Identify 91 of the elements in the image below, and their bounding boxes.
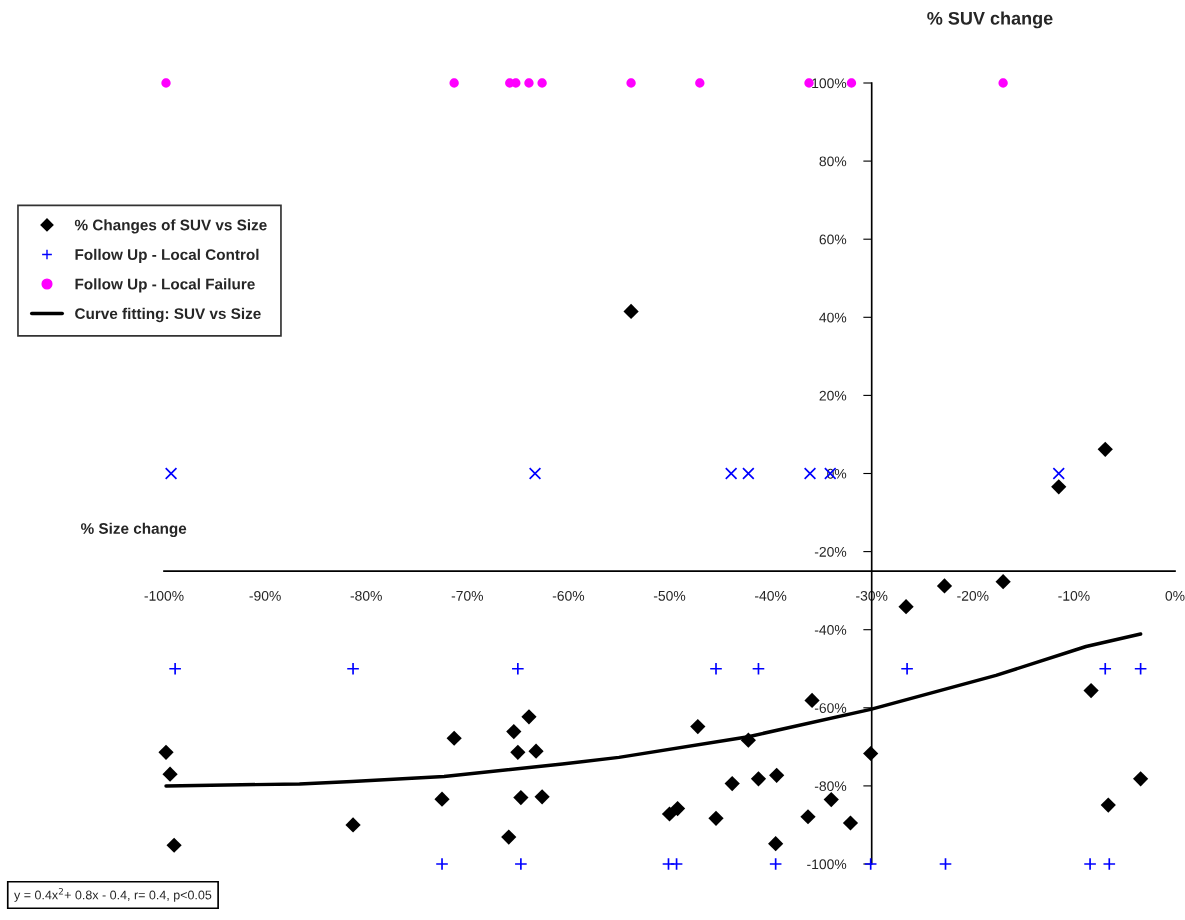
point (1133, 662, 1148, 676)
point (995, 574, 1011, 590)
point (446, 730, 462, 746)
point (510, 744, 526, 760)
point (161, 78, 171, 88)
point (623, 303, 639, 320)
x-tick-label: 0% (1165, 590, 1185, 601)
point (750, 771, 767, 787)
point (511, 78, 521, 88)
point (537, 78, 547, 88)
y-tick-label: -80% (814, 781, 847, 792)
y-tick-label: 80% (819, 156, 847, 167)
point (626, 78, 636, 88)
point (661, 806, 678, 822)
x-tick-label: -50% (653, 590, 686, 601)
y-tick-label: -20% (814, 546, 847, 557)
point (1052, 467, 1065, 480)
point (166, 837, 182, 853)
point (823, 791, 839, 808)
point (842, 815, 859, 831)
x-tick-label: -100% (144, 590, 184, 601)
point (938, 857, 953, 871)
y-tick-label: 20% (819, 390, 847, 401)
point (740, 732, 756, 748)
point (768, 836, 784, 852)
point (1100, 797, 1116, 813)
x-tick-label: -10% (1058, 590, 1090, 601)
y-tick-label: 60% (819, 234, 847, 245)
point (1097, 441, 1113, 457)
point (345, 817, 361, 833)
point (769, 857, 783, 871)
x-tick-label: -80% (350, 590, 382, 601)
point (168, 662, 182, 676)
x-tick-label: -90% (249, 590, 281, 601)
point (936, 578, 953, 594)
point (800, 809, 816, 825)
x-tick-label: -40% (755, 590, 787, 601)
point (898, 599, 914, 615)
point (1098, 662, 1112, 676)
point (695, 78, 705, 88)
point (521, 709, 537, 725)
x-tick-label: -70% (451, 590, 484, 601)
y-tick-label: -60% (814, 703, 847, 713)
point (501, 829, 517, 845)
point (709, 662, 723, 676)
point (724, 467, 738, 480)
point (511, 662, 525, 676)
point (164, 467, 178, 480)
point (1133, 771, 1149, 787)
point (1051, 479, 1067, 495)
point (1083, 857, 1097, 871)
point (158, 744, 174, 760)
point (708, 810, 724, 826)
y-tick-label: 40% (819, 312, 847, 323)
point (1102, 857, 1116, 871)
legend-label: Follow Up - Local Control (75, 248, 259, 264)
point (435, 857, 449, 871)
point (998, 78, 1008, 88)
point (724, 775, 740, 792)
point (900, 662, 914, 676)
y-tick-label: -100% (807, 859, 847, 870)
point (514, 857, 528, 871)
point (528, 743, 544, 759)
x-tick-label: -60% (552, 590, 585, 601)
point (669, 800, 686, 817)
point (1083, 683, 1099, 699)
point (434, 791, 450, 807)
point (524, 78, 534, 88)
point (769, 767, 785, 783)
x-tick-label: -20% (957, 590, 989, 601)
point (751, 662, 766, 676)
point (742, 467, 755, 480)
point (346, 662, 360, 676)
x-axis-title: % Size change (80, 522, 187, 538)
text: y = 0.4x$^{2}$+ 0.8x - 0.4, r= 0.4, p<0.05 (14, 888, 212, 902)
point (690, 718, 706, 735)
point (162, 766, 178, 782)
point (513, 790, 529, 806)
point (803, 467, 817, 480)
y-axis-title: % SUV change (927, 11, 1053, 29)
point (669, 857, 684, 871)
legend-label: % Changes of SUV vs Size (74, 219, 267, 234)
legend-label: Follow Up - Local Failure (75, 278, 255, 293)
y-tick-label: -40% (814, 625, 847, 635)
point (534, 789, 550, 805)
point (449, 78, 459, 88)
point (863, 745, 879, 762)
point (506, 724, 522, 740)
point (846, 78, 857, 88)
point (528, 467, 542, 480)
legend-label: Curve fitting: SUV vs Size (75, 307, 261, 323)
